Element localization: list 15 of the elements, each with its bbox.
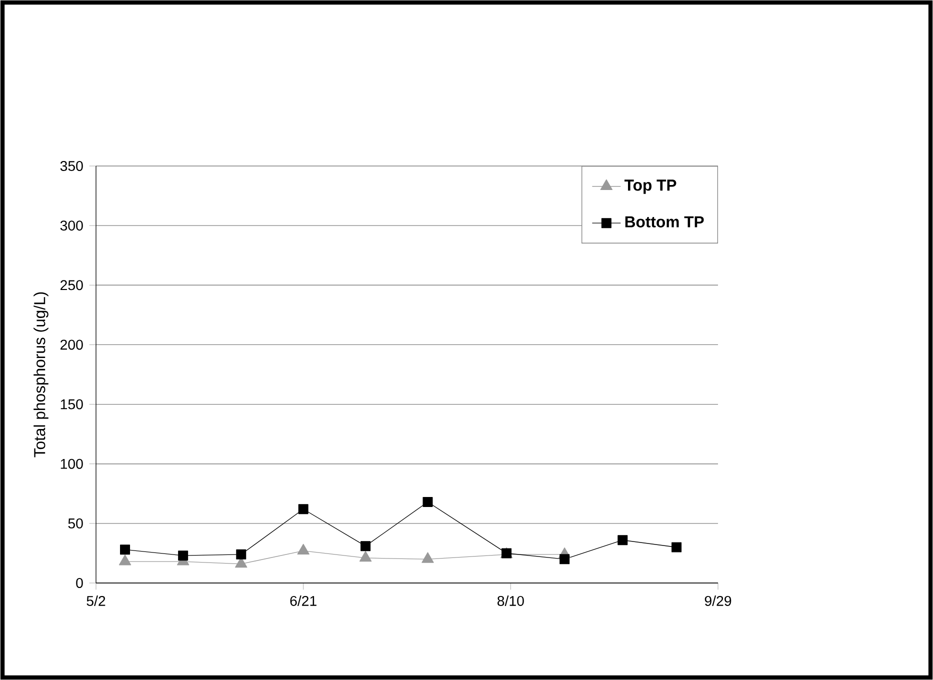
x-tick-label: 8/10 <box>498 596 524 606</box>
y-tick-label: 100 <box>60 458 83 469</box>
legend-label: Top TP <box>624 180 676 194</box>
y-tick-label: 300 <box>60 220 83 231</box>
y-tick-label: 150 <box>60 399 83 410</box>
y-tick-label: 50 <box>68 518 83 528</box>
y-tick-label: 200 <box>60 340 83 350</box>
y-tick-label: 0 <box>76 578 83 588</box>
y-axis-title: Total phosphorus (ug/L) <box>34 292 48 458</box>
x-tick-label: 9/29 <box>704 596 732 606</box>
legend-label: Bottom TP <box>625 216 704 228</box>
y-tick-label: 250 <box>60 280 83 290</box>
y-tick-label: 350 <box>60 161 83 172</box>
x-tick-label: 5/2 <box>86 596 106 606</box>
x-tick-label: 6/21 <box>290 596 316 606</box>
